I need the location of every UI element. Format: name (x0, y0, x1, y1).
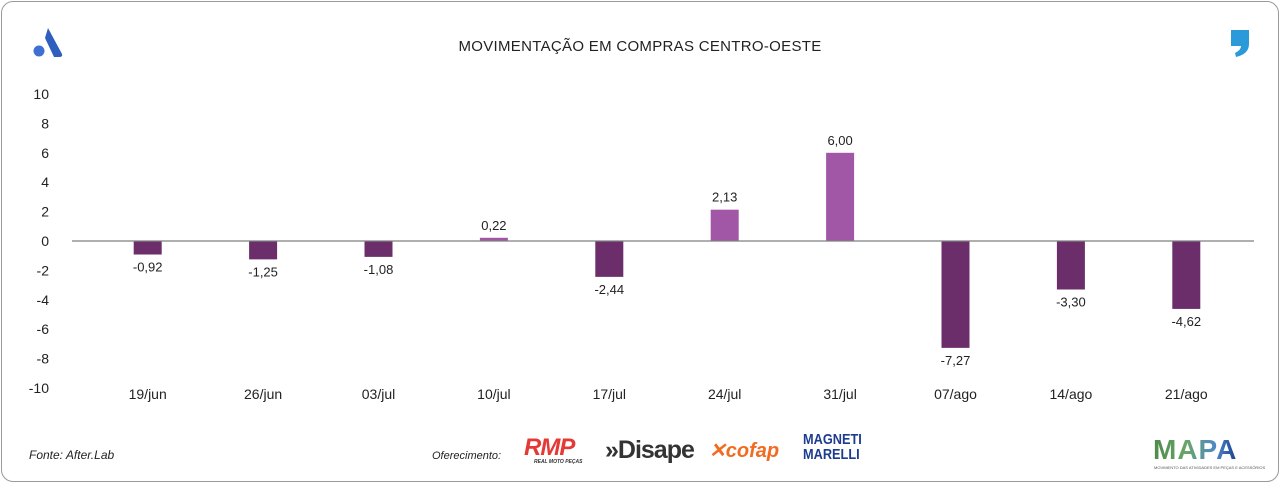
x-tick-label: 19/jun (129, 386, 167, 402)
data-label: -1,25 (248, 264, 278, 279)
data-label: -1,08 (364, 262, 394, 277)
rmp-sub: REAL MOTO PEÇAS (534, 459, 583, 465)
bar (710, 209, 739, 241)
bar (133, 241, 162, 255)
magneti-text: MAGNETI (803, 431, 862, 448)
data-label: -4,62 (1171, 314, 1201, 329)
y-tick-label: -8 (37, 351, 50, 367)
bar (479, 237, 508, 241)
bar (826, 152, 855, 241)
sponsor-label: Oferecimento: (432, 450, 502, 462)
cofap-text: cofap (725, 440, 780, 462)
bar (941, 241, 970, 348)
mapa-logo: MAPA (1153, 434, 1238, 465)
y-tick-label: 0 (41, 233, 49, 249)
y-tick-label: -10 (29, 380, 49, 396)
x-tick-label: 17/jul (593, 386, 626, 402)
disape-logo: »Disape (605, 436, 695, 464)
data-label: 2,13 (712, 190, 737, 205)
data-label: 6,00 (827, 133, 852, 148)
x-tick-label: 10/jul (477, 386, 510, 402)
x-tick-label: 21/ago (1165, 386, 1208, 402)
source-note: Fonte: After.Lab (29, 448, 115, 462)
data-label: 0,22 (481, 218, 506, 233)
y-tick-label: 2 (41, 204, 49, 220)
data-label: -7,27 (941, 353, 971, 368)
y-tick-label: -4 (37, 292, 50, 308)
x-tick-label: 31/jul (823, 386, 856, 402)
y-tick-label: 6 (41, 145, 49, 161)
a-logo-icon (33, 28, 63, 57)
data-label: -3,30 (1056, 295, 1086, 310)
x-tick-label: 14/ago (1049, 386, 1092, 402)
rmp-logo: RMP REAL MOTO PEÇAS (524, 434, 582, 465)
x-tick-label: 24/jul (708, 386, 741, 402)
x-tick-label: 26/jun (244, 386, 282, 402)
bar (1056, 241, 1085, 290)
bar-chart: 10 8 6 4 2 0 -2 -4 -6 -8 -10 -0,92 19/jun -1,25 26/jun… (29, 86, 1254, 402)
disape-text: Disape (617, 436, 695, 464)
bar (1172, 241, 1201, 309)
x-tick-label: 03/jul (362, 386, 395, 402)
bar (595, 241, 624, 277)
y-tick-label: 8 (41, 115, 49, 131)
comma-logo-icon (1231, 30, 1249, 57)
rmp-text: RMP (524, 434, 575, 461)
y-tick-label: 10 (33, 86, 49, 102)
y-tick-label: -6 (37, 321, 50, 337)
x-tick-label: 07/ago (934, 386, 977, 402)
mapa-subtitle: MOVIMENTO DAS ATIVIDADES EM PEÇAS E ACES… (1154, 465, 1266, 470)
marelli-text: MARELLI (803, 446, 860, 463)
cofap-logo: ✕cofap (709, 440, 780, 462)
data-label: -2,44 (594, 282, 624, 297)
data-label: -0,92 (133, 260, 163, 275)
bar (249, 241, 278, 260)
chart-title: MOVIMENTAÇÃO EM COMPRAS CENTRO-OESTE (458, 38, 822, 55)
bar (364, 241, 393, 257)
y-tick-label: -2 (37, 262, 50, 278)
magneti-marelli-logo: MAGNETI MARELLI (803, 432, 862, 462)
y-tick-label: 4 (41, 174, 49, 190)
